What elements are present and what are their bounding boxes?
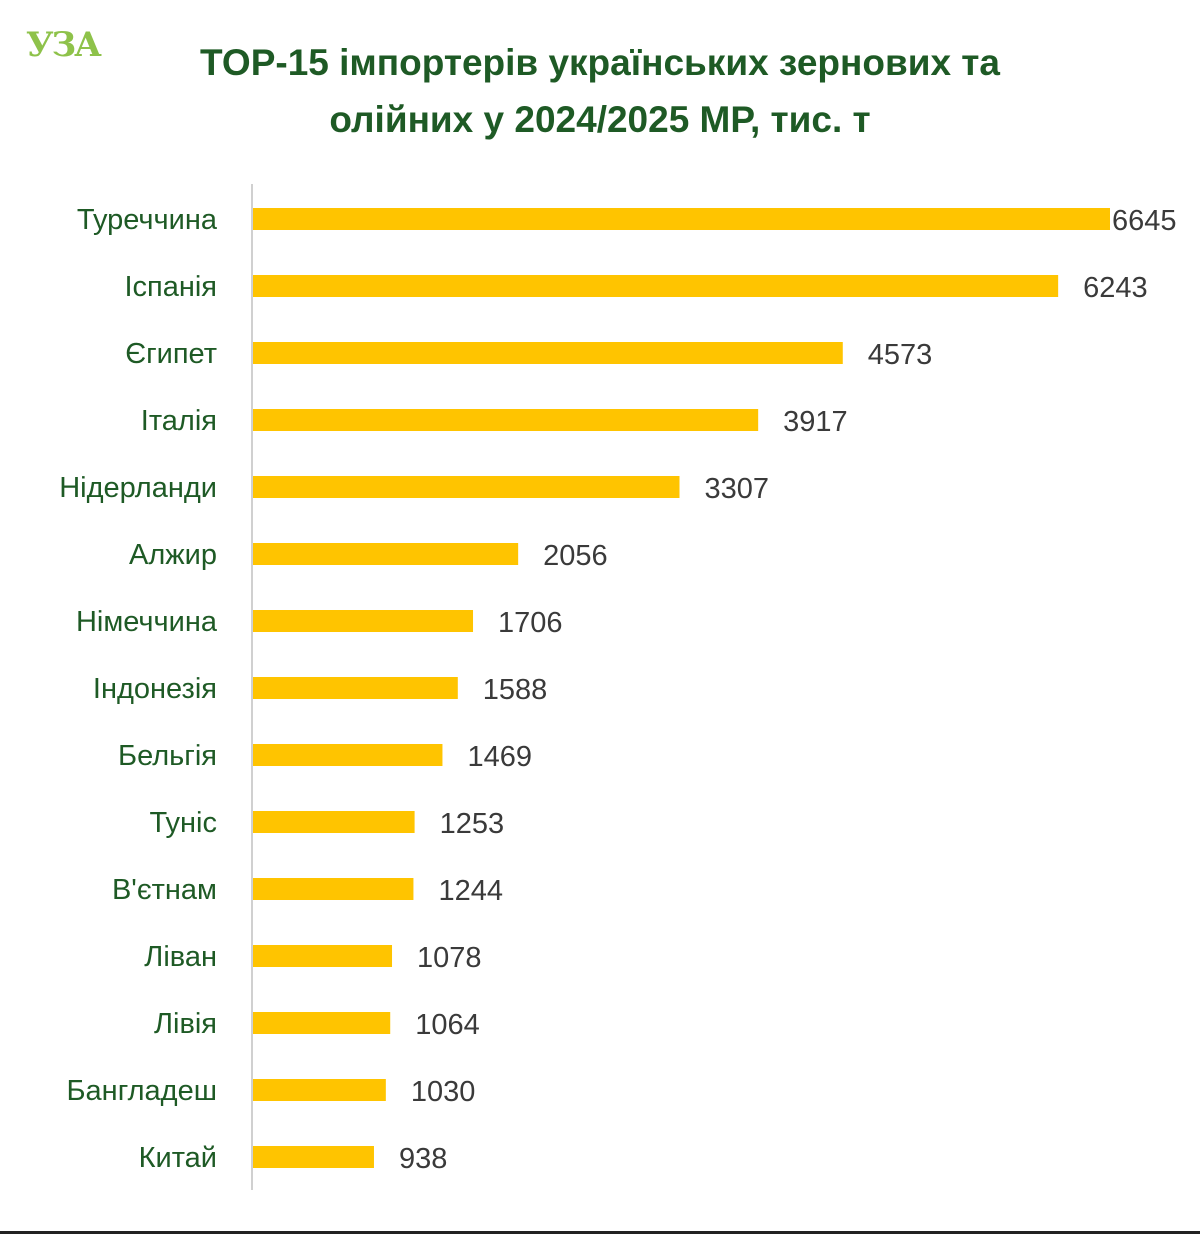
category-label: В'єтнам bbox=[112, 874, 217, 906]
category-label: Китай bbox=[139, 1142, 217, 1174]
bar bbox=[253, 945, 393, 967]
value-label: 3307 bbox=[705, 473, 770, 505]
bar bbox=[253, 275, 1059, 297]
chart-title-line-2: олійних у 2024/2025 МР, тис. т bbox=[329, 99, 871, 140]
bar bbox=[253, 342, 843, 364]
value-label: 6243 bbox=[1083, 272, 1148, 304]
bar bbox=[253, 811, 415, 833]
bar bbox=[253, 878, 414, 900]
value-label: 1244 bbox=[438, 875, 503, 907]
category-label: Іспанія bbox=[124, 271, 217, 303]
value-label: 6645 bbox=[1112, 205, 1177, 237]
category-label: Туніс bbox=[149, 807, 217, 839]
category-label: Алжир bbox=[129, 539, 217, 571]
bar bbox=[253, 1079, 386, 1101]
value-label: 4573 bbox=[868, 339, 933, 371]
bar bbox=[253, 1012, 391, 1034]
chart-title-line-1: TOP-15 імпортерів українських зернових т… bbox=[199, 42, 1001, 83]
value-label: 1588 bbox=[483, 674, 548, 706]
bar bbox=[253, 543, 519, 565]
value-label: 3917 bbox=[783, 406, 848, 438]
bar bbox=[253, 208, 1110, 230]
value-label: 1030 bbox=[411, 1076, 476, 1108]
value-label: 938 bbox=[399, 1143, 447, 1175]
category-label: Нідерланди bbox=[59, 472, 217, 504]
category-label: Німеччина bbox=[76, 606, 218, 638]
category-label: Єгипет bbox=[125, 338, 217, 370]
bottom-divider bbox=[0, 1231, 1200, 1234]
category-label: Бельгія bbox=[118, 740, 217, 772]
category-label: Індонезія bbox=[93, 673, 217, 705]
value-label: 1064 bbox=[415, 1009, 480, 1041]
category-label: Лівія bbox=[154, 1008, 217, 1040]
bar bbox=[253, 610, 474, 632]
value-label: 1706 bbox=[498, 607, 563, 639]
bar bbox=[253, 677, 458, 699]
bar bbox=[253, 1146, 374, 1168]
category-label: Туреччина bbox=[77, 204, 218, 236]
value-label: 1253 bbox=[440, 808, 505, 840]
category-label: Італія bbox=[141, 405, 217, 437]
value-label: 2056 bbox=[543, 540, 608, 572]
category-label: Бангладеш bbox=[67, 1075, 217, 1107]
bar bbox=[253, 476, 680, 498]
value-label: 1078 bbox=[417, 942, 482, 974]
category-label: Ліван bbox=[144, 941, 217, 973]
bar bbox=[253, 744, 443, 766]
value-label: 1469 bbox=[467, 741, 532, 773]
bar bbox=[253, 409, 759, 431]
uza-logo: УЗА bbox=[26, 25, 102, 65]
chart-title: TOP-15 імпортерів українських зернових т… bbox=[100, 34, 1100, 148]
